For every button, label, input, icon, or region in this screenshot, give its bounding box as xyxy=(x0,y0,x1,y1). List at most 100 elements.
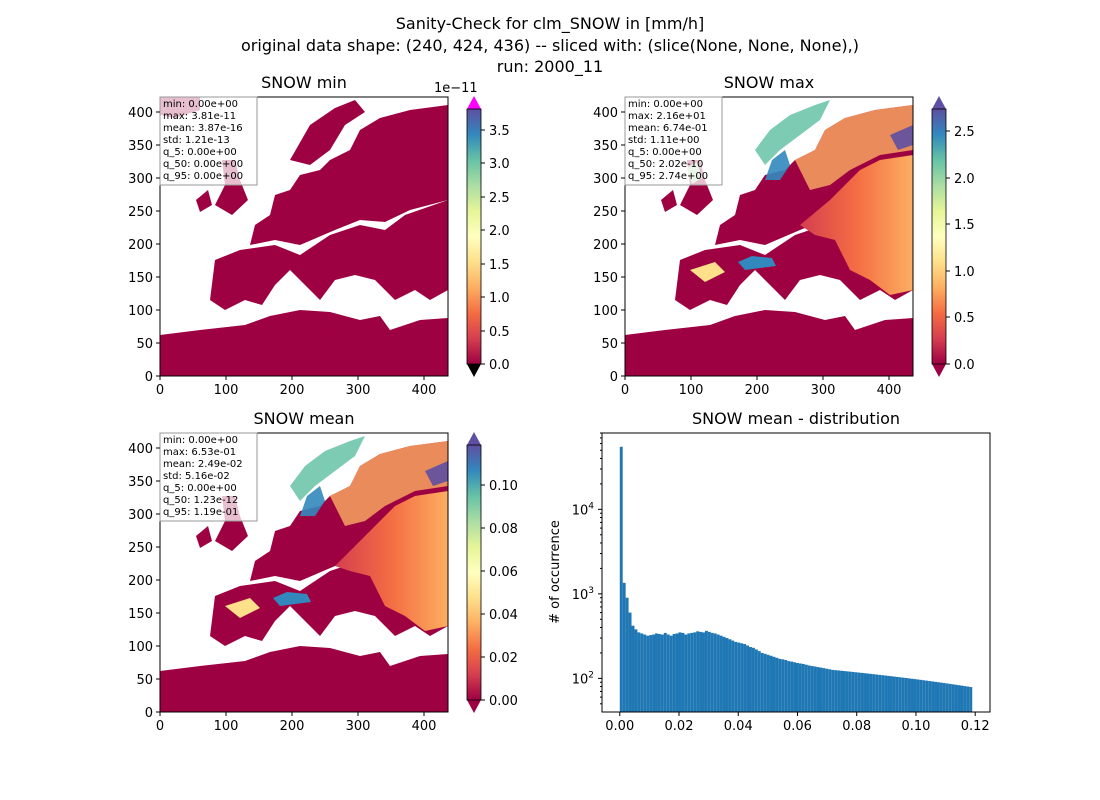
histogram-bar xyxy=(787,661,791,712)
cbar-tick-label: 0.0 xyxy=(489,358,510,373)
land-mask xyxy=(680,160,713,215)
panel-title: SNOW mean - distribution xyxy=(692,409,900,428)
snow-field xyxy=(690,262,725,282)
histogram-bar xyxy=(907,678,911,712)
cbar-tick-label: 1.0 xyxy=(489,291,510,306)
x-tick-label: 100 xyxy=(214,383,239,398)
histogram-bar xyxy=(884,675,888,712)
histogram-bar xyxy=(796,662,799,712)
histogram-bar xyxy=(760,652,764,712)
snow-field xyxy=(300,486,325,516)
histogram-bar xyxy=(740,643,744,712)
histogram-bar xyxy=(637,632,641,712)
cbar-tick-label: 0.10 xyxy=(489,479,518,494)
snow-field xyxy=(800,155,913,295)
histogram-bar xyxy=(957,685,961,712)
suptitle-line-3: run: 2000_11 xyxy=(497,57,603,77)
land-mask xyxy=(661,190,677,212)
histogram-bar xyxy=(951,684,955,712)
histogram-bar xyxy=(842,671,846,712)
y-tick-label: 300 xyxy=(128,172,153,187)
snow-field xyxy=(425,461,448,486)
x-tick-label: 300 xyxy=(811,383,836,398)
panel-snow-min: SNOW min min: 0.00e+00 max: 3.81e-11 mea… xyxy=(128,73,510,398)
land-mask xyxy=(196,526,212,548)
colorbar-frame xyxy=(931,108,947,365)
land-mask xyxy=(160,310,448,376)
histogram-bar xyxy=(801,663,805,712)
histogram-bar xyxy=(948,683,952,712)
y-tick-label: 200 xyxy=(128,574,153,589)
histogram-bar xyxy=(634,629,638,712)
histogram-bar xyxy=(831,669,835,712)
colorbar: 1e−11 0.0 0.5 1.0 1.5 2.0 2.5 3.0 3.5 xyxy=(434,81,510,377)
y-tick-label: 350 xyxy=(593,139,618,154)
panel-snow-max: SNOW max min: 0.00e+00 max: 2.16e+01 mea… xyxy=(593,73,975,398)
panel-title: SNOW min xyxy=(261,73,347,92)
y-ticks: 0 50 100 150 200 250 300 350 400 xyxy=(593,106,625,385)
y-tick-label: 400 xyxy=(128,106,153,121)
histogram-bar xyxy=(895,676,899,712)
histogram-bar xyxy=(834,670,838,712)
histogram-bar xyxy=(769,655,773,712)
colorbar-ticks: 0.0 0.5 1.0 1.5 2.0 2.5 3.0 3.5 xyxy=(481,124,510,373)
histogram-bar xyxy=(898,677,902,712)
histogram-bar xyxy=(757,651,761,712)
histogram-bar xyxy=(866,673,870,712)
y-tick-label: 250 xyxy=(128,541,153,556)
land-mask xyxy=(196,190,212,212)
histogram-bar xyxy=(798,663,802,712)
histogram-bar xyxy=(925,680,929,712)
stat-line: min: 0.00e+00 xyxy=(163,99,238,110)
land-mask xyxy=(215,160,248,215)
stat-line: q_5: 0.00e+00 xyxy=(163,147,237,158)
histogram-bar xyxy=(919,679,923,712)
land-speck xyxy=(241,348,249,356)
histogram-bar xyxy=(881,675,885,712)
stat-line: mean: 6.74e-01 xyxy=(628,123,708,134)
y-tick-label: 100 xyxy=(593,304,618,319)
cbar-tick-label: 0.08 xyxy=(489,522,518,537)
histogram-bar xyxy=(960,685,964,712)
histogram-bar xyxy=(713,633,717,712)
stat-line: min: 0.00e+00 xyxy=(628,99,703,110)
histogram-bar xyxy=(675,633,679,712)
colorbar-exponent: 1e−11 xyxy=(434,81,478,96)
y-ticks: 102 103 104 xyxy=(572,432,602,705)
histogram-bar xyxy=(828,669,832,712)
histogram-bar xyxy=(892,676,896,712)
cbar-tick-label: 1.5 xyxy=(489,258,510,273)
axes-frame xyxy=(159,96,449,377)
histogram-bar xyxy=(737,642,741,712)
histogram-bar xyxy=(954,684,958,712)
cbar-tick-label: 0.0 xyxy=(954,358,975,373)
y-tick-label: 0 xyxy=(610,370,618,385)
y-tick-label: 50 xyxy=(136,673,153,688)
histogram-bar xyxy=(684,634,688,712)
stat-line: q_95: 1.19e-01 xyxy=(163,507,238,518)
land-mask xyxy=(625,310,913,376)
histogram-bar xyxy=(696,631,700,712)
heatmap-area xyxy=(160,97,448,376)
histogram-bar xyxy=(643,634,647,712)
y-tick-label: 250 xyxy=(128,205,153,220)
stat-line: max: 3.81e-11 xyxy=(163,111,236,122)
histogram-bar xyxy=(913,679,917,712)
y-tick-label: 250 xyxy=(593,205,618,220)
x-tick-label: 400 xyxy=(412,719,437,734)
histogram-bar xyxy=(754,649,758,712)
histogram-bar xyxy=(619,446,623,712)
histogram-bar xyxy=(622,582,626,712)
histogram-bar xyxy=(804,664,808,712)
x-tick-label: 0.10 xyxy=(901,719,930,734)
x-ticks: 0 100 200 300 400 xyxy=(156,376,436,398)
histogram-bar xyxy=(822,668,826,712)
histogram-bar xyxy=(734,641,738,712)
histogram-bar xyxy=(790,661,794,712)
cbar-tick-label: 0.02 xyxy=(489,651,518,666)
x-tick-label: 300 xyxy=(346,383,371,398)
colorbar: 0.00 0.02 0.04 0.06 0.08 0.10 xyxy=(466,432,518,713)
colorbar-extend-over xyxy=(467,432,481,445)
y-tick-label: 200 xyxy=(128,238,153,253)
